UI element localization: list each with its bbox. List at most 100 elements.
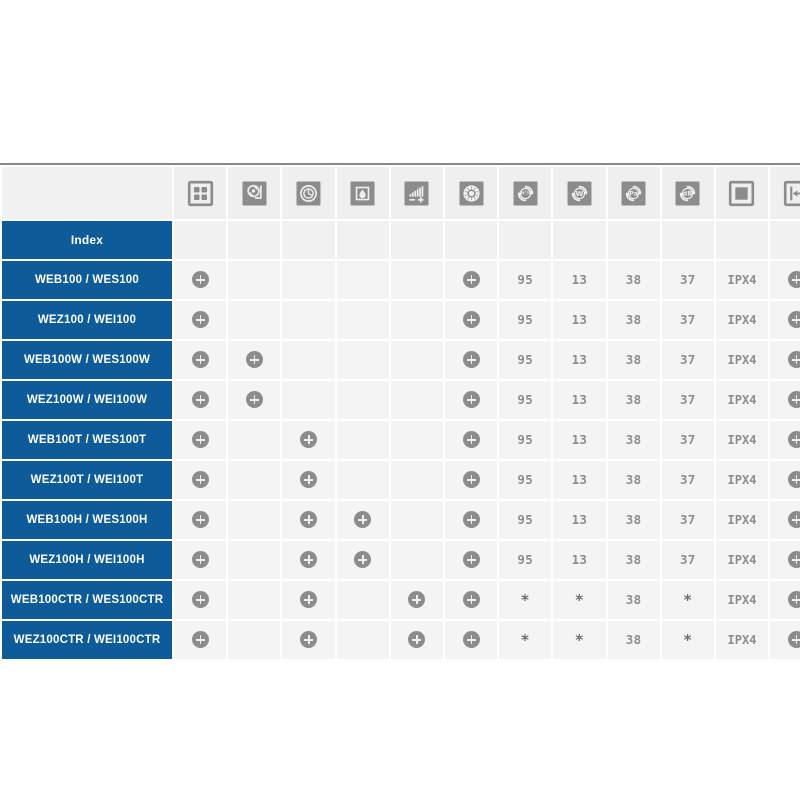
matrix-cell: IPX4 bbox=[715, 621, 769, 659]
cell-value: 37 bbox=[679, 511, 696, 527]
feature-plus-icon bbox=[787, 471, 800, 489]
cell-value: 13 bbox=[571, 311, 588, 327]
cell-value: IPX4 bbox=[727, 593, 757, 607]
matrix-cell: 13 bbox=[553, 421, 606, 459]
matrix-cell bbox=[390, 581, 443, 619]
row-label[interactable]: WEB100CTR / WES100CTR bbox=[2, 581, 172, 619]
matrix-cell bbox=[228, 461, 281, 499]
level-adjust-bars-icon bbox=[403, 180, 430, 207]
matrix-cell bbox=[444, 581, 498, 619]
index-row-cell-2 bbox=[228, 221, 281, 259]
matrix-cell bbox=[336, 501, 389, 539]
index-row-cell-10 bbox=[661, 221, 714, 259]
matrix-cell bbox=[228, 541, 281, 579]
feature-plus-icon bbox=[191, 591, 209, 609]
matrix-cell: 95 bbox=[499, 461, 552, 499]
header-cell-11[interactable] bbox=[715, 167, 769, 219]
matrix-cell bbox=[336, 261, 389, 299]
matrix-cell: * bbox=[499, 621, 552, 659]
feature-plus-icon bbox=[462, 591, 480, 609]
cell-value: IPX4 bbox=[727, 273, 757, 287]
header-cell-7[interactable]: m³/h bbox=[499, 167, 552, 219]
matrix-cell bbox=[174, 581, 227, 619]
header-cell-12[interactable] bbox=[770, 167, 800, 219]
index-row-cell-8 bbox=[553, 221, 606, 259]
feature-plus-icon bbox=[462, 511, 480, 529]
feature-plus-icon bbox=[245, 391, 263, 409]
header-cell-6[interactable] bbox=[444, 167, 498, 219]
noise-db-icon: dB bbox=[674, 180, 701, 207]
matrix-cell bbox=[390, 421, 443, 459]
matrix-cell bbox=[174, 421, 227, 459]
matrix-cell bbox=[770, 581, 800, 619]
matrix-cell bbox=[282, 541, 335, 579]
timer-dial-icon bbox=[295, 180, 322, 207]
feature-plus-icon bbox=[462, 311, 480, 329]
cell-value: 37 bbox=[679, 471, 696, 487]
pressure-pa-icon: Pa bbox=[620, 180, 647, 207]
matrix-cell bbox=[390, 261, 443, 299]
header-cell-2[interactable] bbox=[228, 167, 281, 219]
row-label[interactable]: WEB100W / WES100W bbox=[2, 341, 172, 379]
matrix-cell: 95 bbox=[499, 301, 552, 339]
feature-plus-icon bbox=[408, 591, 426, 609]
feature-plus-icon bbox=[462, 391, 480, 409]
matrix-cell bbox=[282, 621, 335, 659]
matrix-cell: 38 bbox=[607, 301, 660, 339]
matrix-cell bbox=[444, 621, 498, 659]
header-cell-8[interactable]: W bbox=[553, 167, 606, 219]
cell-value: 37 bbox=[679, 391, 696, 407]
row-label[interactable]: WEB100 / WES100 bbox=[2, 261, 172, 299]
row-label[interactable]: WEB100H / WES100H bbox=[2, 501, 172, 539]
matrix-cell bbox=[390, 461, 443, 499]
matrix-cell bbox=[228, 261, 281, 299]
row-label[interactable]: WEB100T / WES100T bbox=[2, 421, 172, 459]
feature-plus-icon bbox=[462, 351, 480, 369]
index-row-cell-4 bbox=[336, 221, 389, 259]
svg-text:m³/h: m³/h bbox=[519, 190, 532, 196]
feature-plus-icon bbox=[191, 311, 209, 329]
cell-value: 38 bbox=[625, 551, 642, 567]
matrix-cell bbox=[228, 381, 281, 419]
matrix-cell: IPX4 bbox=[715, 501, 769, 539]
feature-plus-icon bbox=[787, 271, 800, 289]
header-cell-4[interactable] bbox=[336, 167, 389, 219]
row-label[interactable]: WEZ100W / WEI100W bbox=[2, 381, 172, 419]
table-row: WEB100CTR / WES100CTR * * 38 * IPX4 bbox=[2, 581, 800, 619]
matrix-cell: 13 bbox=[553, 261, 606, 299]
row-label[interactable]: WEZ100T / WEI100T bbox=[2, 461, 172, 499]
header-cell-3[interactable] bbox=[282, 167, 335, 219]
index-row-label: Index bbox=[2, 221, 172, 259]
table-row: WEZ100T / WEI100T 95 13 38 37 IPX4 bbox=[2, 461, 800, 499]
cell-value: 95 bbox=[517, 511, 534, 527]
matrix-cell bbox=[228, 621, 281, 659]
matrix-cell bbox=[444, 301, 498, 339]
matrix-cell: 13 bbox=[553, 501, 606, 539]
header-cell-9[interactable]: Pa bbox=[607, 167, 660, 219]
matrix-cell: 37 bbox=[661, 261, 714, 299]
table-row: WEZ100W / WEI100W 95 13 38 37 IPX4 bbox=[2, 381, 800, 419]
cell-value: * bbox=[683, 590, 693, 609]
cell-value: 13 bbox=[571, 471, 588, 487]
row-label[interactable]: WEZ100CTR / WEI100CTR bbox=[2, 621, 172, 659]
row-label[interactable]: WEZ100H / WEI100H bbox=[2, 541, 172, 579]
header-cell-5[interactable] bbox=[390, 167, 443, 219]
cell-value: * bbox=[520, 630, 530, 649]
header-cell-10[interactable]: dB bbox=[661, 167, 714, 219]
matrix-cell bbox=[444, 381, 498, 419]
matrix-cell: 95 bbox=[499, 381, 552, 419]
matrix-cell bbox=[770, 421, 800, 459]
matrix-cell: 13 bbox=[553, 541, 606, 579]
feature-plus-icon bbox=[191, 271, 209, 289]
feature-plus-icon bbox=[191, 551, 209, 569]
icon-header-row: m³/h W Pa dB bbox=[2, 167, 800, 219]
header-cell-1[interactable] bbox=[174, 167, 227, 219]
matrix-cell bbox=[390, 541, 443, 579]
matrix-cell bbox=[174, 501, 227, 539]
matrix-cell bbox=[228, 421, 281, 459]
matrix-cell: 37 bbox=[661, 461, 714, 499]
row-label[interactable]: WEZ100 / WEI100 bbox=[2, 301, 172, 339]
cell-value: IPX4 bbox=[727, 313, 757, 327]
cell-value: IPX4 bbox=[727, 553, 757, 567]
